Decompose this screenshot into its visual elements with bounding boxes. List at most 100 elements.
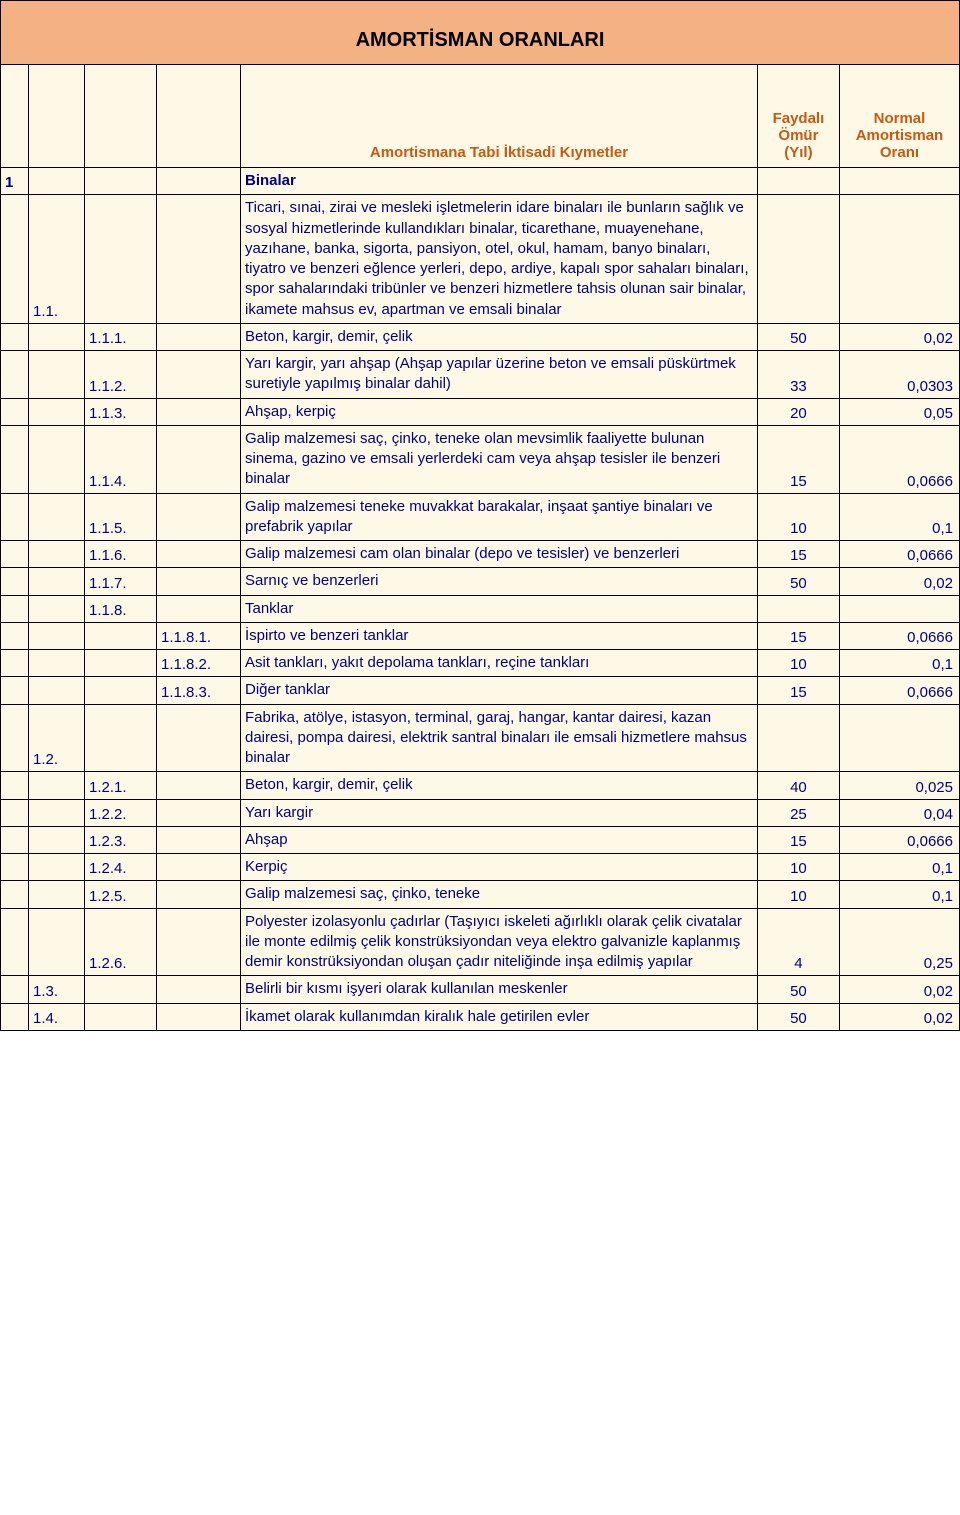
cell-desc: Binalar bbox=[241, 168, 758, 195]
cell-life: 10 bbox=[757, 650, 839, 677]
cell-desc: Galip malzemesi cam olan binalar (depo v… bbox=[241, 541, 758, 568]
cell-num bbox=[1, 677, 29, 704]
cell-rate bbox=[839, 195, 959, 324]
table-row: 1.1.8.1.İspirto ve benzeri tanklar150,06… bbox=[1, 622, 960, 649]
cell-desc: Yarı kargir, yarı ahşap (Ahşap yapılar ü… bbox=[241, 351, 758, 399]
cell-subcode bbox=[85, 976, 157, 1003]
cell-desc: Beton, kargir, demir, çelik bbox=[241, 323, 758, 350]
cell-subsubcode bbox=[157, 854, 241, 881]
cell-rate: 0,02 bbox=[839, 976, 959, 1003]
cell-num bbox=[1, 351, 29, 399]
cell-code: 1.4. bbox=[29, 1003, 85, 1030]
header-blank-1 bbox=[1, 65, 29, 168]
cell-subcode: 1.1.2. bbox=[85, 351, 157, 399]
cell-code bbox=[29, 826, 85, 853]
cell-subcode bbox=[85, 704, 157, 772]
cell-num bbox=[1, 195, 29, 324]
header-life: Faydalı Ömür (Yıl) bbox=[757, 65, 839, 168]
cell-life: 15 bbox=[757, 677, 839, 704]
page-title: AMORTİSMAN ORANLARI bbox=[1, 1, 960, 65]
cell-subsubcode bbox=[157, 1003, 241, 1030]
cell-desc: Belirli bir kısmı işyeri olarak kullanıl… bbox=[241, 976, 758, 1003]
cell-rate: 0,1 bbox=[839, 650, 959, 677]
cell-subcode: 1.1.5. bbox=[85, 493, 157, 541]
table-row: 1.3. Belirli bir kısmı işyeri olarak kull… bbox=[1, 976, 960, 1003]
cell-rate: 0,0666 bbox=[839, 826, 959, 853]
cell-subsubcode bbox=[157, 826, 241, 853]
table-row: 1.2.2.Yarı kargir250,04 bbox=[1, 799, 960, 826]
cell-life bbox=[757, 595, 839, 622]
cell-code bbox=[29, 568, 85, 595]
cell-life: 50 bbox=[757, 568, 839, 595]
cell-rate bbox=[839, 168, 959, 195]
table-row: 1.2.6. Polyester izolasyonlu çadırlar (Ta… bbox=[1, 908, 960, 976]
cell-num bbox=[1, 976, 29, 1003]
cell-subsubcode bbox=[157, 908, 241, 976]
cell-code bbox=[29, 493, 85, 541]
cell-rate: 0,0303 bbox=[839, 351, 959, 399]
cell-life: 50 bbox=[757, 323, 839, 350]
cell-subsubcode bbox=[157, 195, 241, 324]
cell-subsubcode bbox=[157, 351, 241, 399]
cell-rate: 0,1 bbox=[839, 881, 959, 908]
cell-subsubcode: 1.1.8.1. bbox=[157, 622, 241, 649]
table-row: 1.1.8.Tanklar bbox=[1, 595, 960, 622]
cell-subsubcode bbox=[157, 881, 241, 908]
cell-subsubcode: 1.1.8.2. bbox=[157, 650, 241, 677]
cell-code bbox=[29, 168, 85, 195]
cell-life: 40 bbox=[757, 772, 839, 799]
cell-subcode bbox=[85, 650, 157, 677]
cell-code: 1.3. bbox=[29, 976, 85, 1003]
cell-subcode: 1.2.6. bbox=[85, 908, 157, 976]
cell-num: 1 bbox=[1, 168, 29, 195]
cell-code bbox=[29, 425, 85, 493]
cell-desc: Beton, kargir, demir, çelik bbox=[241, 772, 758, 799]
cell-subcode: 1.2.1. bbox=[85, 772, 157, 799]
cell-desc: Diğer tanklar bbox=[241, 677, 758, 704]
cell-subsubcode bbox=[157, 799, 241, 826]
cell-subsubcode bbox=[157, 168, 241, 195]
cell-code bbox=[29, 772, 85, 799]
cell-desc: İkamet olarak kullanımdan kiralık hale g… bbox=[241, 1003, 758, 1030]
cell-num bbox=[1, 854, 29, 881]
cell-desc: Polyester izolasyonlu çadırlar (Taşıyıcı… bbox=[241, 908, 758, 976]
table-row: 1.2.3.Ahşap150,0666 bbox=[1, 826, 960, 853]
table-row: 1.2.Fabrika, atölye, istasyon, terminal,… bbox=[1, 704, 960, 772]
cell-desc: Fabrika, atölye, istasyon, terminal, gar… bbox=[241, 704, 758, 772]
cell-subcode: 1.1.1. bbox=[85, 323, 157, 350]
cell-desc: Sarnıç ve benzerleri bbox=[241, 568, 758, 595]
cell-life bbox=[757, 168, 839, 195]
cell-code: 1.1. bbox=[29, 195, 85, 324]
cell-num bbox=[1, 650, 29, 677]
table-row: 1.1.2. Yarı kargir, yarı ahşap (Ahşap yap… bbox=[1, 351, 960, 399]
header-desc: Amortismana Tabi İktisadi Kıymetler bbox=[241, 65, 758, 168]
cell-rate bbox=[839, 704, 959, 772]
header-blank-2 bbox=[29, 65, 85, 168]
cell-rate bbox=[839, 595, 959, 622]
cell-rate: 0,1 bbox=[839, 493, 959, 541]
cell-rate: 0,05 bbox=[839, 398, 959, 425]
cell-desc: Ahşap bbox=[241, 826, 758, 853]
cell-num bbox=[1, 323, 29, 350]
cell-num bbox=[1, 425, 29, 493]
cell-life: 33 bbox=[757, 351, 839, 399]
cell-life: 20 bbox=[757, 398, 839, 425]
cell-code bbox=[29, 908, 85, 976]
cell-subcode: 1.1.4. bbox=[85, 425, 157, 493]
cell-num bbox=[1, 704, 29, 772]
cell-num bbox=[1, 595, 29, 622]
table-row: 1.1.7.Sarnıç ve benzerleri500,02 bbox=[1, 568, 960, 595]
cell-subsubcode bbox=[157, 398, 241, 425]
cell-subsubcode bbox=[157, 425, 241, 493]
table-row: 1.1.Ticari, sınai, zirai ve mesleki işle… bbox=[1, 195, 960, 324]
cell-rate: 0,25 bbox=[839, 908, 959, 976]
cell-subsubcode bbox=[157, 541, 241, 568]
cell-desc: Galip malzemesi saç, çinko, teneke olan … bbox=[241, 425, 758, 493]
cell-num bbox=[1, 772, 29, 799]
header-rate: Normal Amortisman Oranı bbox=[839, 65, 959, 168]
cell-life: 10 bbox=[757, 493, 839, 541]
cell-subcode: 1.2.5. bbox=[85, 881, 157, 908]
cell-life: 15 bbox=[757, 425, 839, 493]
cell-rate: 0,0666 bbox=[839, 541, 959, 568]
cell-life: 10 bbox=[757, 881, 839, 908]
